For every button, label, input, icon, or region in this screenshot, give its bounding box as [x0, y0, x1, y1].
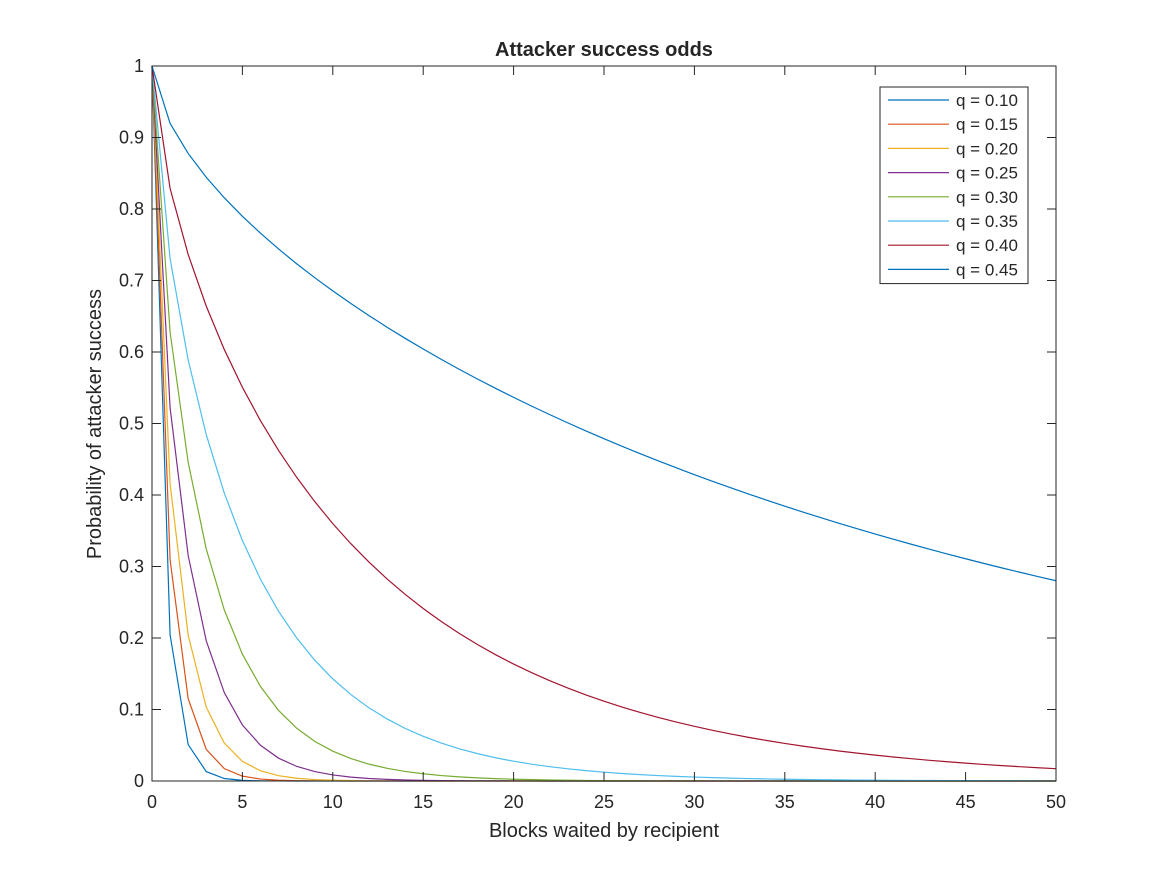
y-tick-label: 1	[134, 56, 144, 76]
y-tick-label: 0	[134, 771, 144, 791]
x-axis-label: Blocks waited by recipient	[489, 820, 720, 842]
series-line-7	[151, 65, 1057, 582]
x-tick-label: 45	[956, 792, 976, 812]
x-tick-label: 15	[413, 792, 433, 812]
x-tick-label: 35	[775, 792, 795, 812]
legend-label-5: q = 0.35	[956, 212, 1018, 231]
legend-label-7: q = 0.45	[956, 260, 1018, 279]
chart-title: Attacker success odds	[495, 39, 713, 61]
y-tick-label: 0.6	[119, 342, 144, 362]
y-tick-label: 0.7	[119, 271, 144, 291]
y-tick-label: 0.8	[119, 199, 144, 219]
y-tick-label: 0.2	[119, 628, 144, 648]
legend-label-2: q = 0.20	[956, 139, 1018, 158]
y-tick-label: 0.5	[119, 414, 144, 434]
legend-label-4: q = 0.30	[956, 188, 1018, 207]
x-tick-label: 25	[594, 792, 614, 812]
x-tick-label: 10	[323, 792, 343, 812]
legend-label-1: q = 0.15	[956, 115, 1018, 134]
axis-ticks: 0 5 10 15 20 25 30 35 40 45 50 0 0.1 0.2 0.3 0.4 0.5 0.6 0…	[119, 56, 1066, 812]
legend-label-0: q = 0.10	[956, 91, 1018, 110]
legend-label-6: q = 0.40	[956, 236, 1018, 255]
x-tick-label: 40	[865, 792, 885, 812]
legend: q = 0.10 q = 0.15 q = 0.20 q = 0.25 q = 0.30…	[879, 86, 1029, 285]
x-tick-label: 30	[684, 792, 704, 812]
x-tick-label: 5	[237, 792, 247, 812]
series-line-6	[151, 65, 1057, 770]
legend-label-3: q = 0.25	[956, 164, 1018, 183]
legend-box	[879, 86, 1029, 285]
y-axis-label: Probability of attacker success	[84, 289, 106, 559]
x-tick-label: 0	[147, 792, 157, 812]
y-tick-label: 0.9	[119, 128, 144, 148]
y-tick-label: 0.4	[119, 485, 144, 505]
x-tick-label: 50	[1046, 792, 1066, 812]
y-tick-label: 0.1	[119, 700, 144, 720]
y-tick-label: 0.3	[119, 557, 144, 577]
x-tick-label: 20	[504, 792, 524, 812]
